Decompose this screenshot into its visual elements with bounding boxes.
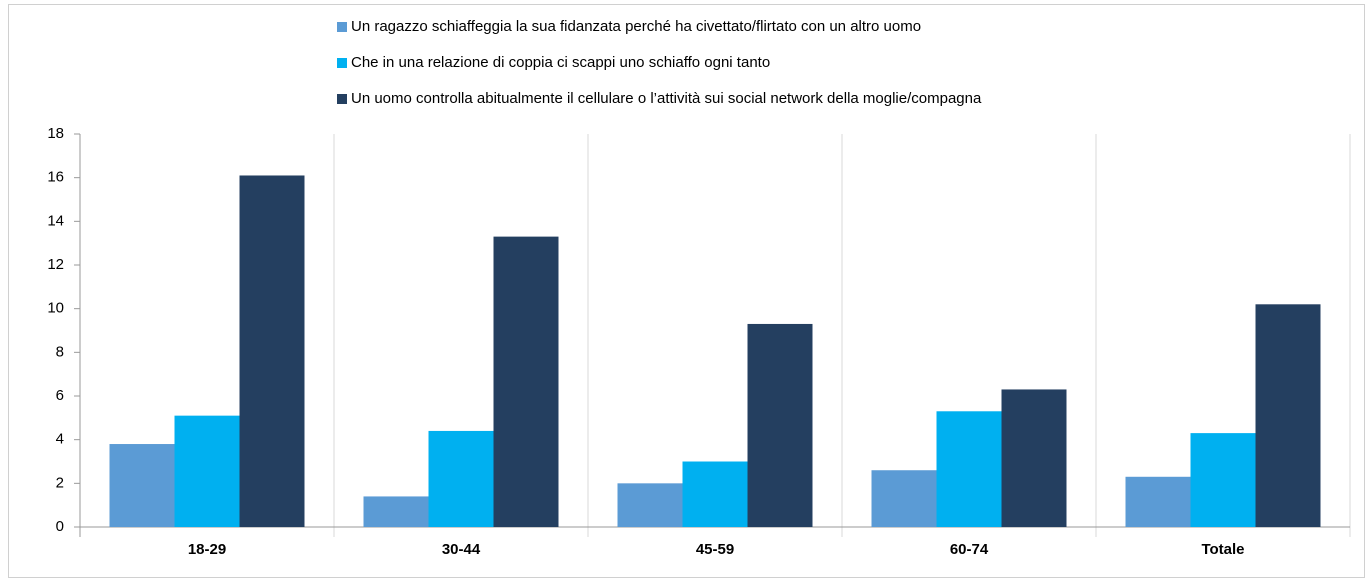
y-tick-label: 8 [56,343,64,360]
x-tick-label: 45-59 [696,541,734,558]
bar [174,415,240,527]
bar [428,430,494,527]
bar [871,470,937,527]
bar [109,444,175,527]
bar [682,461,748,527]
legend-label: Che in una relazione di coppia ci scappi… [351,54,770,71]
y-tick-label: 0 [56,518,64,535]
bar [936,411,1002,527]
legend-swatch [337,58,347,68]
bar [1001,389,1067,527]
y-tick-label: 10 [47,300,64,317]
bar [363,496,429,527]
bar [1255,304,1321,527]
x-tick-label: Totale [1201,541,1244,558]
y-tick-label: 2 [56,474,64,491]
bar [1125,476,1191,527]
bar [617,483,683,527]
legend-label: Un uomo controlla abitualmente il cellul… [351,90,982,107]
legend-label: Un ragazzo schiaffeggia la sua fidanzata… [351,18,921,35]
x-tick-label: 18-29 [188,541,226,558]
y-tick-label: 16 [47,169,64,186]
y-tick-label: 4 [56,431,64,448]
bar [239,175,305,527]
x-tick-label: 60-74 [950,541,989,558]
legend-swatch [337,22,347,32]
bar [1190,433,1256,527]
y-tick-label: 12 [47,256,64,273]
y-tick-label: 18 [47,125,64,142]
y-tick-label: 6 [56,387,64,404]
y-tick-label: 14 [47,212,64,229]
x-tick-label: 30-44 [442,541,481,558]
bar [747,323,813,527]
legend-swatch [337,94,347,104]
bar [493,236,559,527]
